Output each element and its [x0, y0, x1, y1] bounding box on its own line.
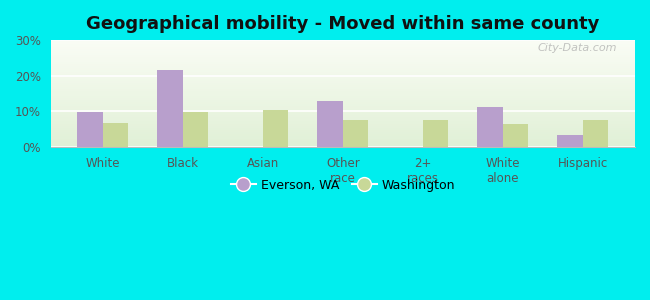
Bar [51, 83, 635, 85]
Bar [423, 120, 448, 147]
Bar [503, 124, 528, 147]
Bar [51, 92, 635, 94]
Bar [263, 110, 289, 147]
Bar [51, 106, 635, 109]
Bar [51, 64, 635, 66]
Bar [51, 100, 635, 102]
Bar [477, 107, 503, 147]
Bar [51, 76, 635, 79]
Bar [51, 49, 635, 51]
Bar [51, 143, 635, 145]
Bar [51, 117, 635, 119]
Bar [51, 53, 635, 55]
Bar [77, 112, 103, 147]
Bar [557, 135, 583, 147]
Bar [51, 141, 635, 143]
Bar [77, 112, 103, 147]
Bar [51, 55, 635, 57]
Bar [51, 132, 635, 134]
Bar [51, 74, 635, 77]
Bar [51, 139, 635, 141]
Bar [51, 130, 635, 132]
Bar [51, 124, 635, 126]
Bar [51, 119, 635, 122]
Bar [51, 122, 635, 124]
Bar [103, 123, 129, 147]
Bar [51, 145, 635, 147]
Bar [343, 120, 369, 147]
Bar [583, 120, 608, 147]
Bar [583, 120, 608, 147]
Bar [503, 124, 528, 147]
Text: City-Data.com: City-Data.com [538, 43, 617, 53]
Bar [51, 68, 635, 70]
Bar [183, 112, 209, 147]
Bar [51, 113, 635, 115]
Bar [51, 104, 635, 106]
Bar [183, 112, 209, 147]
Bar [317, 101, 343, 147]
Bar [51, 126, 635, 128]
Bar [51, 81, 635, 83]
Bar [51, 96, 635, 98]
Title: Geographical mobility - Moved within same county: Geographical mobility - Moved within sam… [86, 15, 599, 33]
Bar [557, 135, 583, 147]
Bar [51, 87, 635, 89]
Bar [51, 102, 635, 104]
Bar [51, 98, 635, 100]
Bar [51, 89, 635, 92]
Bar [51, 136, 635, 139]
Bar [51, 111, 635, 113]
Bar [157, 70, 183, 147]
Bar [263, 110, 289, 147]
Bar [51, 115, 635, 117]
Bar [423, 120, 448, 147]
Bar [51, 85, 635, 87]
Bar [51, 109, 635, 111]
Bar [51, 44, 635, 46]
Bar [51, 79, 635, 81]
Bar [51, 94, 635, 96]
Bar [51, 57, 635, 59]
Bar [477, 107, 503, 147]
Legend: Everson, WA, Washington: Everson, WA, Washington [226, 173, 460, 196]
Bar [317, 101, 343, 147]
Bar [51, 128, 635, 130]
Bar [343, 120, 369, 147]
Bar [51, 42, 635, 44]
Bar [51, 66, 635, 68]
Bar [51, 40, 635, 42]
Bar [51, 72, 635, 74]
Bar [157, 70, 183, 147]
Bar [103, 123, 129, 147]
Bar [51, 51, 635, 53]
Bar [51, 134, 635, 136]
Bar [51, 70, 635, 72]
Bar [51, 46, 635, 49]
Bar [51, 61, 635, 64]
Bar [51, 59, 635, 62]
